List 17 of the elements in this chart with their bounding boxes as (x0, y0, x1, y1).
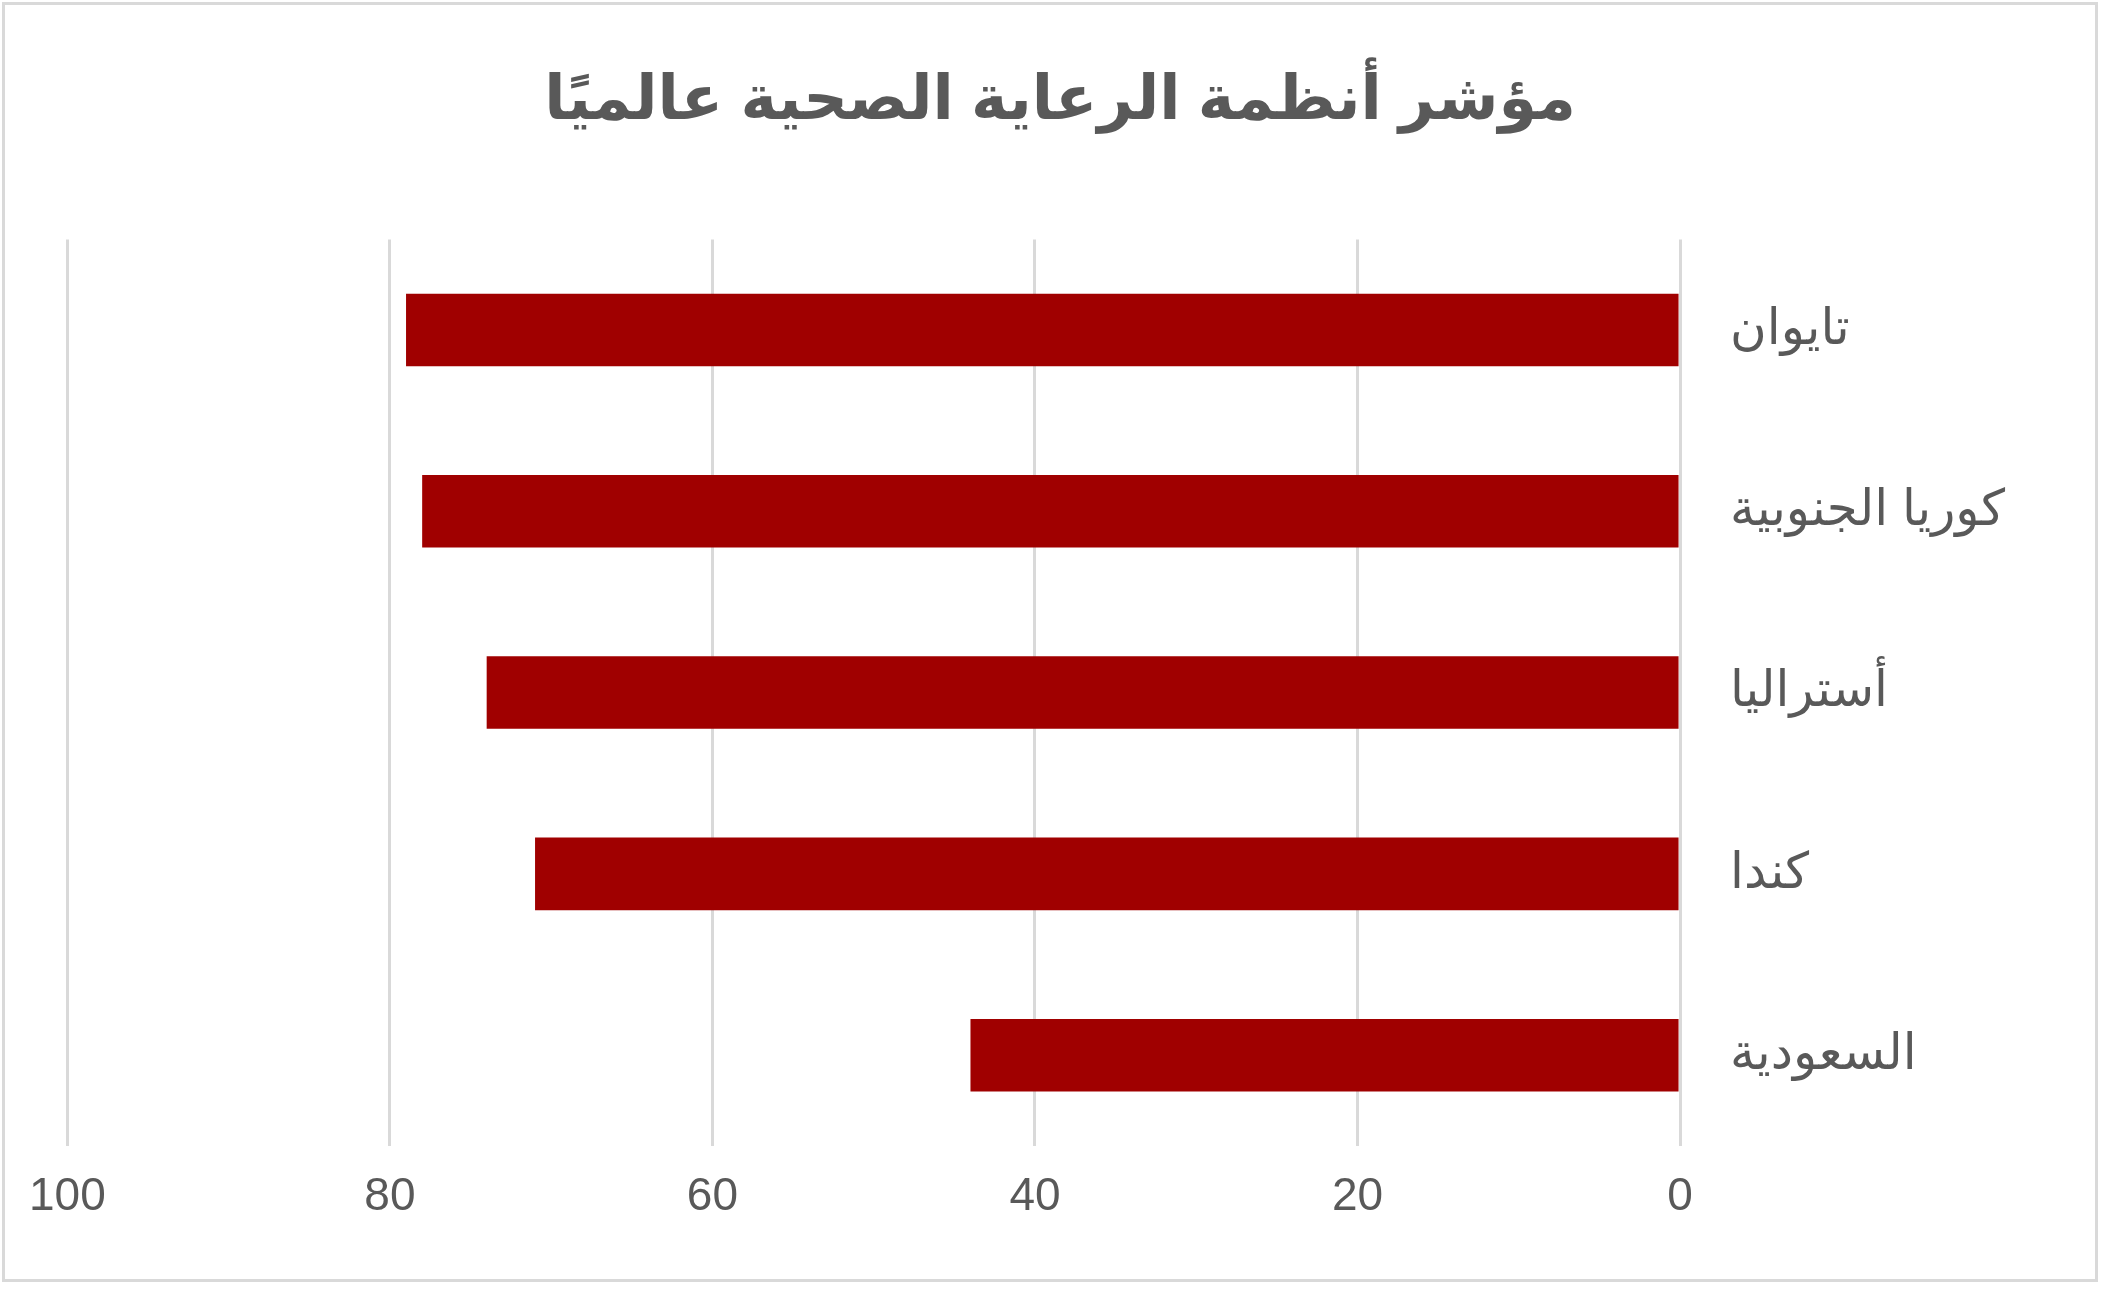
bar (422, 475, 1679, 548)
y-tick-label: كوريا الجنوبية (1730, 480, 2006, 538)
y-tick-label: تايوان (1730, 298, 1850, 356)
x-tick-label: 80 (364, 1168, 416, 1221)
x-tick-label: 60 (686, 1168, 739, 1221)
bar (535, 837, 1679, 911)
x-tick-label: 40 (1009, 1168, 1061, 1221)
y-tick-label: أستراليا (1730, 656, 1888, 719)
y-tick-label: كندا (1730, 842, 1810, 899)
bar (486, 656, 1679, 729)
x-tick-label: 20 (1331, 1168, 1384, 1221)
y-tick-label: السعودية (1730, 1023, 1917, 1081)
x-tick-label: 100 (29, 1168, 106, 1221)
bar (406, 293, 1679, 367)
chart-title: مؤشر أنظمة الرعاية الصحية عالميًا (544, 57, 1576, 135)
bar (970, 1018, 1679, 1092)
x-tick-label: 0 (1667, 1168, 1693, 1221)
